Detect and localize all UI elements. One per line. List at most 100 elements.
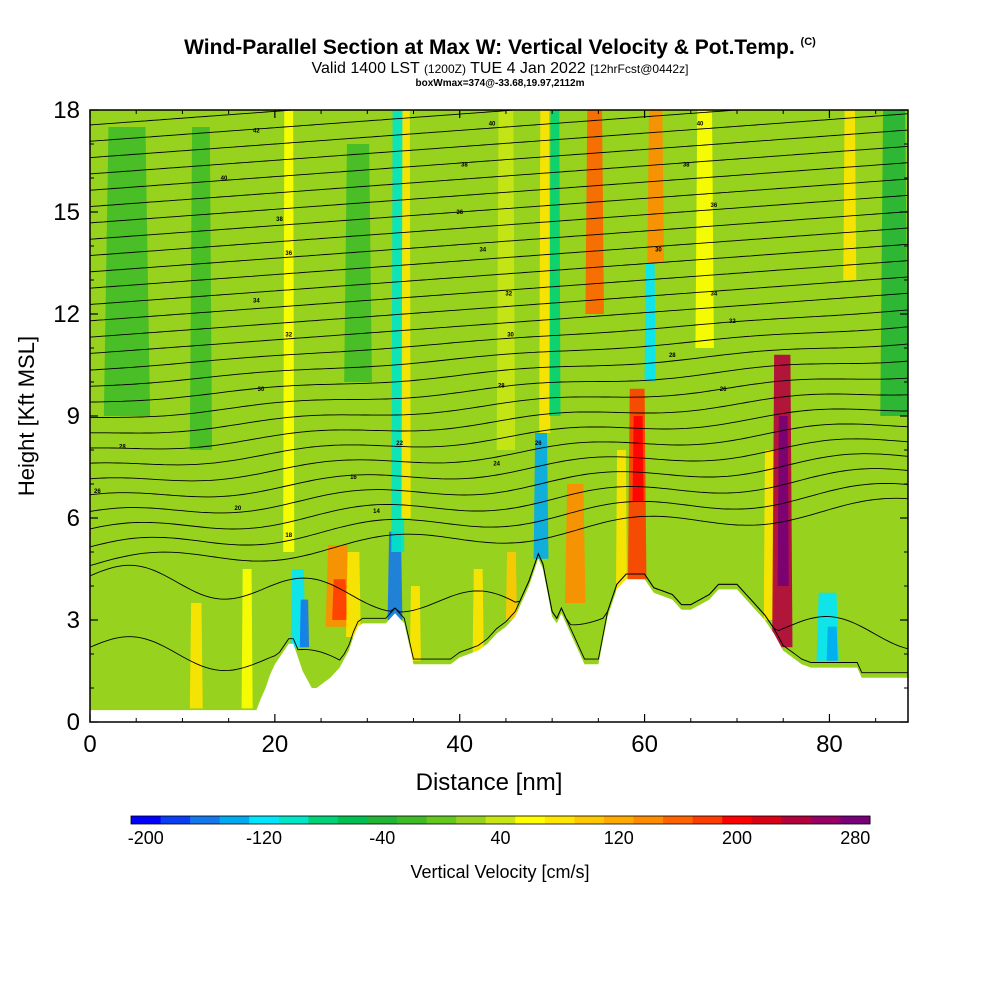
y-axis-label: Height [Kft MSL]	[14, 336, 39, 496]
velocity-streak	[387, 531, 403, 620]
theta-contour-line	[90, 393, 908, 450]
contour-label: 34	[479, 247, 486, 253]
colorbar-swatch	[249, 816, 280, 824]
theta-contour-line	[90, 145, 908, 208]
velocity-streak	[189, 603, 203, 709]
colorbar-swatch	[633, 816, 664, 824]
theta-contour-line	[90, 276, 908, 338]
y-tick-label: 12	[53, 301, 80, 328]
contour-label: 32	[729, 319, 736, 325]
x-axis-label: Distance [nm]	[416, 769, 563, 796]
contour-label: 34	[711, 292, 718, 298]
velocity-streak	[826, 626, 838, 661]
colorbar-swatch	[219, 816, 250, 824]
theta-contour-line	[90, 453, 908, 514]
theta-contour-line	[90, 292, 908, 354]
velocity-streak	[472, 569, 484, 654]
contour-label: 34	[253, 298, 260, 304]
colorbar-swatch	[426, 816, 457, 824]
colorbar-swatch	[663, 816, 694, 824]
velocity-streak	[103, 127, 151, 416]
theta-contour-line	[90, 408, 908, 466]
terrain-fill	[90, 558, 908, 722]
velocity-streak	[763, 450, 775, 620]
chart-title-text: Wind-Parallel Section at Max W: Vertical…	[184, 36, 795, 59]
contour-label: 18	[285, 533, 292, 539]
colorbar-swatch	[485, 816, 516, 824]
velocity-streak	[283, 110, 295, 552]
theta-contour-line	[90, 110, 300, 126]
theta-contour-line	[90, 227, 908, 289]
colorbar-swatch	[397, 816, 428, 824]
x-tick-label: 0	[83, 731, 96, 758]
colorbar-swatch	[781, 816, 812, 824]
colorbar-swatch	[574, 816, 605, 824]
theta-contour-line	[90, 326, 908, 387]
velocity-streak	[585, 110, 604, 314]
x-tick-label: 20	[262, 731, 289, 758]
contour-label: 32	[285, 332, 292, 338]
colorbar: -200 -120 -40 40 120 200 280	[128, 815, 871, 848]
velocity-streak	[632, 416, 644, 501]
velocity-streak	[843, 110, 857, 280]
velocity-streak	[880, 110, 908, 416]
y-tick-label: 0	[67, 709, 80, 736]
contour-label: 28	[119, 445, 126, 451]
colorbar-tick-label: -200	[128, 828, 164, 848]
theta-contour-line	[90, 423, 908, 482]
box-wmax-text: boxWmax=374@-33.68,19.97,2112m	[415, 78, 585, 89]
velocity-streak	[496, 110, 516, 450]
theta-contour-line	[90, 178, 908, 240]
chart-subtitle: Valid 1400 LST (1200Z) TUE 4 Jan 2022 [1…	[0, 60, 1000, 78]
velocity-streak	[565, 484, 586, 603]
theta-contour-line	[90, 129, 908, 191]
colorbar-frame	[130, 815, 871, 825]
velocity-streak	[777, 416, 789, 586]
contour-label: 22	[396, 441, 403, 447]
contour-label: 24	[493, 462, 500, 468]
velocity-streak	[549, 110, 561, 416]
colorbar-tick-label: 200	[722, 828, 752, 848]
theta-contour-line	[90, 482, 908, 548]
contour-label: 32	[505, 292, 512, 298]
theta-contour-line	[90, 468, 908, 530]
contour-label: 40	[221, 176, 228, 182]
colorbar-tick-label: -40	[369, 828, 395, 848]
x-tick-label: 60	[631, 731, 658, 758]
contour-label: 36	[456, 210, 463, 216]
chart-title: Wind-Parallel Section at Max W: Vertical…	[0, 36, 1000, 60]
colorbar-swatch	[367, 816, 398, 824]
x-tick-label: 40	[446, 731, 473, 758]
contour-label: 20	[235, 506, 242, 512]
colorbar-swatch	[131, 816, 162, 824]
terrain	[90, 558, 908, 722]
theta-contours	[90, 110, 908, 674]
contour-label: 26	[720, 387, 727, 393]
velocity-streak	[695, 110, 714, 348]
theta-contour-line	[90, 194, 908, 256]
y-tick-label: 15	[53, 199, 80, 226]
y-tick-label: 9	[67, 403, 80, 430]
colorbar-swatch	[308, 816, 339, 824]
velocity-streak	[189, 127, 213, 450]
colorbar-swatch	[751, 816, 782, 824]
colorbar-swatch	[515, 816, 546, 824]
y-tick-label: 18	[53, 97, 80, 124]
theta-contour-line	[90, 497, 908, 567]
contour-label: 38	[461, 162, 468, 168]
contour-label: 26	[535, 441, 542, 447]
contour-label: 14	[373, 509, 380, 515]
colorbar-swatch	[544, 816, 575, 824]
contour-label: 28	[669, 353, 676, 359]
colorbar-swatch	[337, 816, 368, 824]
contour-label: 40	[489, 122, 496, 128]
contour-label: 42	[253, 128, 260, 134]
valid-text: Valid 1400 LST	[311, 60, 420, 77]
contour-label: 40	[697, 122, 704, 128]
velocity-streak	[344, 144, 372, 382]
velocity-streak	[299, 599, 310, 648]
colorbar-swatch	[190, 816, 221, 824]
contour-label: 26	[94, 489, 101, 495]
colorbar-swatch	[456, 816, 487, 824]
